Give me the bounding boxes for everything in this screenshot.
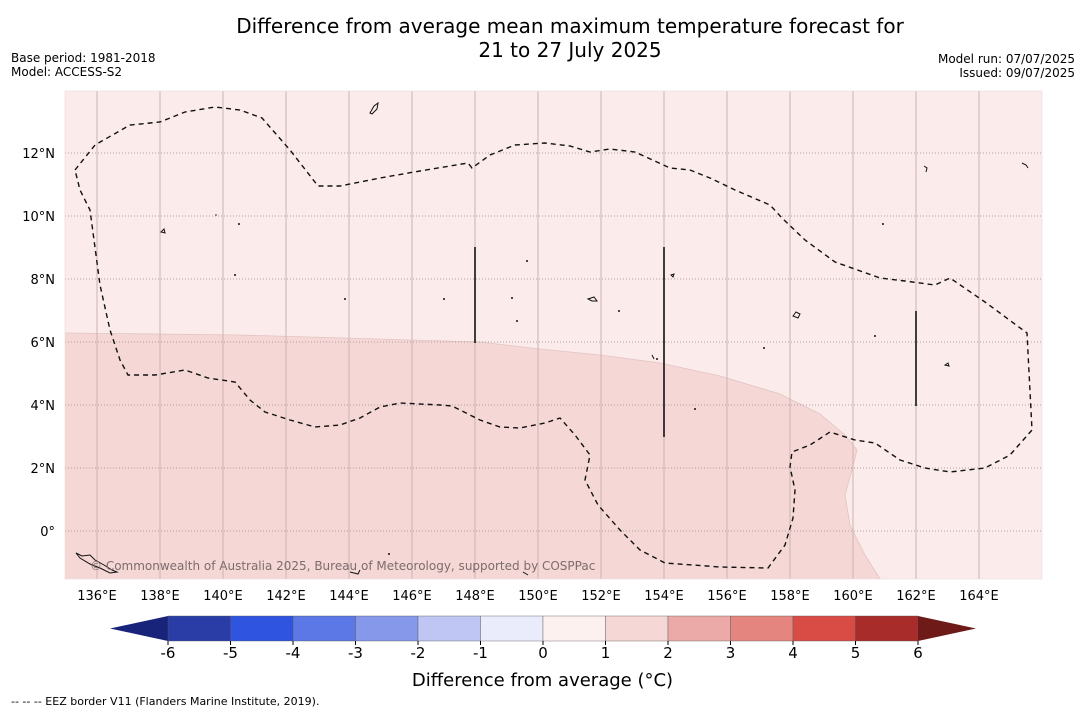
island (369, 101, 379, 115)
colorbar-block (792, 615, 856, 642)
colorbar-block (230, 615, 294, 642)
eez-border (74, 106, 1033, 569)
lon-tick: 158°E (770, 589, 810, 604)
colorbar-block (605, 615, 669, 642)
lon-tick: 160°E (833, 589, 873, 604)
colorbar-block (855, 615, 919, 642)
colorbar-label: -1 (473, 644, 488, 662)
lat-tick: 2°N (31, 462, 56, 477)
lon-tick: 142°E (266, 589, 306, 604)
model-name: Model: ACCESS-S2 (11, 65, 123, 79)
colorbar-label: 0 (538, 644, 548, 662)
colorbar-block (542, 615, 606, 642)
colorbar-label: -3 (348, 644, 363, 662)
island (586, 296, 598, 302)
island (943, 362, 950, 367)
title-line-2: 21 to 27 July 2025 (478, 38, 662, 62)
eez-meridian-lines (474, 247, 917, 437)
colorbar-block (480, 615, 544, 642)
lon-gridlines (96, 91, 980, 579)
lat-gridlines (65, 152, 1042, 532)
copyright-notice: © Commonwealth of Australia 2025, Bureau… (90, 559, 596, 573)
lat-tick: 0° (40, 525, 55, 540)
lat-tick: 10°N (22, 210, 55, 225)
island (670, 273, 675, 278)
colorbar-block (167, 615, 231, 642)
colorbar-label: 4 (788, 644, 798, 662)
lat-tick-labels: 12°N 10°N 8°N 6°N 4°N 2°N 0° (22, 147, 55, 540)
lon-tick: 154°E (644, 589, 684, 604)
colorbar-label: 3 (726, 644, 736, 662)
island (349, 569, 361, 575)
colorbar-label: 6 (913, 644, 923, 662)
model-run: Model run: 07/07/2025 (937, 52, 1075, 66)
lon-tick: 148°E (455, 589, 495, 604)
colorbar-label: -6 (161, 644, 176, 662)
meta-right: Model run: 07/07/2025 Issued: 09/07/2025 (938, 52, 1075, 80)
island (522, 571, 529, 576)
eez-footnote: -- -- -- EEZ border V11 (Flanders Marine… (11, 695, 320, 708)
lon-tick: 156°E (707, 589, 747, 604)
map-title: Difference from average mean maximum tem… (0, 14, 1085, 62)
lat-tick: 8°N (31, 273, 56, 288)
lat-tick: 4°N (31, 399, 56, 414)
lon-tick: 136°E (77, 589, 117, 604)
colorbar-label: 1 (601, 644, 611, 662)
colorbar-high-extend (918, 616, 976, 641)
colorbar-title: Difference from average (°C) (411, 670, 674, 691)
zone-1-to-2 (65, 333, 880, 579)
colorbar-block (730, 615, 794, 642)
title-line-1: Difference from average mean maximum tem… (236, 14, 904, 38)
zone-boundary (64, 332, 881, 580)
colorbar-labels: -6 -5 -4 -3 -2 -1 0 1 2 3 4 5 6 (161, 641, 923, 662)
lon-tick: 150°E (518, 589, 558, 604)
lon-tick: 162°E (896, 589, 936, 604)
island-dots (215, 214, 884, 555)
lon-tick: 164°E (959, 589, 999, 604)
island (160, 228, 166, 234)
colorbar-label: 5 (851, 644, 861, 662)
colorbar-label: -4 (286, 644, 301, 662)
colorbar-label: -2 (411, 644, 426, 662)
lon-tick: 140°E (203, 589, 243, 604)
colorbar-block (355, 615, 419, 642)
meta-left: Base period: 1981-2018 Model: ACCESS-S2 (11, 51, 156, 79)
lon-tick: 144°E (329, 589, 369, 604)
island (923, 165, 928, 173)
island (1021, 162, 1029, 169)
lat-tick: 6°N (31, 336, 56, 351)
colorbar-block (667, 615, 731, 642)
lon-tick: 152°E (581, 589, 621, 604)
lon-tick-labels: 136°E 138°E 140°E 142°E 144°E 146°E 148°… (77, 589, 999, 604)
colorbar-low-extend (110, 616, 168, 641)
colorbar-block (292, 615, 356, 642)
island (75, 552, 119, 574)
lon-tick: 146°E (392, 589, 432, 604)
lat-tick: 12°N (22, 147, 55, 162)
island (651, 354, 655, 360)
colorbar-blocks (110, 615, 976, 642)
base-period: Base period: 1981-2018 (11, 51, 156, 65)
islands (75, 101, 1029, 576)
colorbar-label: -5 (223, 644, 238, 662)
island (792, 311, 801, 319)
lon-tick: 138°E (140, 589, 180, 604)
colorbar-block (417, 615, 481, 642)
colorbar-label: 2 (663, 644, 673, 662)
issued-date: Issued: 09/07/2025 (959, 66, 1075, 80)
